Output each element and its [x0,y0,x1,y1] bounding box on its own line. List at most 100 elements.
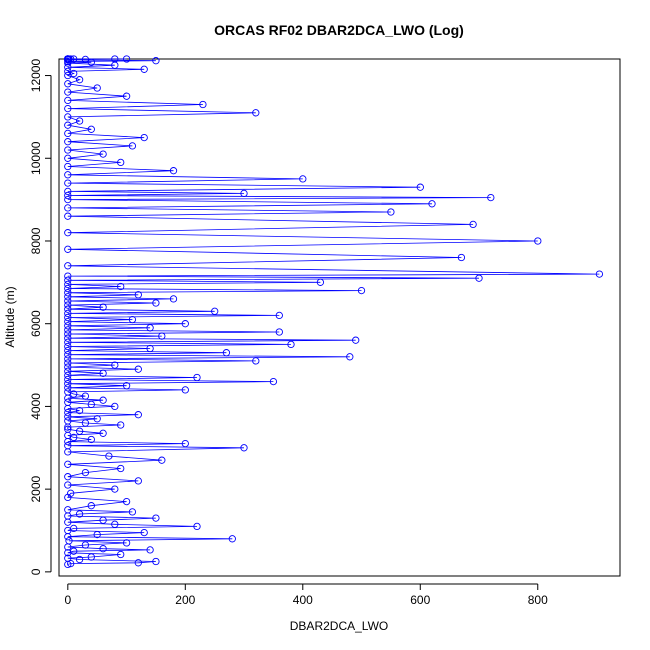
data-point [75,117,84,125]
y-tick-label: 12000 [29,59,43,93]
data-point [428,200,436,208]
data-point [87,435,95,444]
data-point [64,179,72,187]
data-point [99,516,107,524]
data-point [64,355,72,363]
data-point [64,191,72,200]
data-point [146,546,154,554]
x-tick-label: 200 [175,593,195,607]
data-point [70,547,78,555]
data-point [93,415,101,423]
data-point [122,55,131,63]
data-point [70,524,78,533]
data-point [64,146,72,154]
data-point [146,344,154,353]
series-layer [64,55,604,569]
data-point [64,280,72,289]
data-point [299,175,307,183]
data-point [487,193,495,202]
data-point [65,537,73,545]
data-point [64,63,72,71]
data-point [416,183,424,191]
data-point [152,557,160,566]
data-point [64,338,72,346]
data-point [222,349,231,357]
data-point [64,154,72,162]
data-point [64,195,72,204]
data-point [111,55,119,63]
series-line [66,58,600,565]
data-point [128,508,137,516]
data-point [352,336,360,344]
data-point [140,133,148,142]
data-point [75,510,84,518]
data-point [287,340,295,349]
data-point [275,328,283,336]
data-point [81,541,90,549]
data-point [75,76,84,84]
data-point [64,293,72,301]
data-point [158,456,166,464]
data-point [64,460,72,468]
data-point [64,326,72,334]
data-point [134,291,142,299]
chart-title: ORCAS RF02 DBAR2DCA_LWO (Log) [214,22,464,38]
data-point [64,317,72,326]
data-point [64,88,72,96]
data-point [117,282,125,291]
data-point [152,299,160,307]
data-point [117,550,125,559]
data-point [134,411,142,419]
data-point [134,477,142,485]
data-point [64,367,72,375]
data-point [64,363,72,371]
data-point [81,419,90,427]
data-point [117,464,125,473]
data-point [475,274,483,282]
x-tick-label: 600 [410,593,430,607]
data-point [81,392,90,400]
y-tick-label: 6000 [29,310,43,337]
data-point [193,522,201,531]
data-point [99,396,107,404]
data-point [64,67,72,76]
data-point [316,278,325,286]
data-point [64,417,72,425]
data-point [70,55,78,63]
x-tick-label: 800 [528,593,548,607]
x-axis-label: DBAR2DCA_LWO [290,619,388,633]
data-point [240,189,248,198]
data-point [64,384,72,392]
x-tick-label: 0 [64,593,71,607]
data-point [269,377,278,386]
data-point [169,295,178,303]
data-point [64,554,72,562]
data-point [64,481,72,489]
data-point [152,57,160,65]
data-point [64,398,72,406]
data-point [534,237,542,245]
data-point [457,253,466,262]
data-point [228,535,236,543]
data-point [346,353,354,361]
data-point [64,96,72,105]
data-point [64,413,72,421]
data-point [93,530,101,539]
data-point [595,270,604,278]
data-point [64,113,72,121]
data-point [111,520,119,528]
data-point [93,84,101,92]
data-point [252,109,260,117]
data-point [99,150,107,158]
data-point [387,208,395,216]
data-point [64,305,72,313]
data-point [64,342,72,351]
data-point [87,502,95,510]
data-point [64,187,72,196]
data-point [64,245,72,253]
data-point [140,65,148,73]
data-point [357,286,366,295]
data-point [181,439,189,448]
data-point [64,473,72,481]
y-axis-label: Altitude (m) [3,286,17,347]
